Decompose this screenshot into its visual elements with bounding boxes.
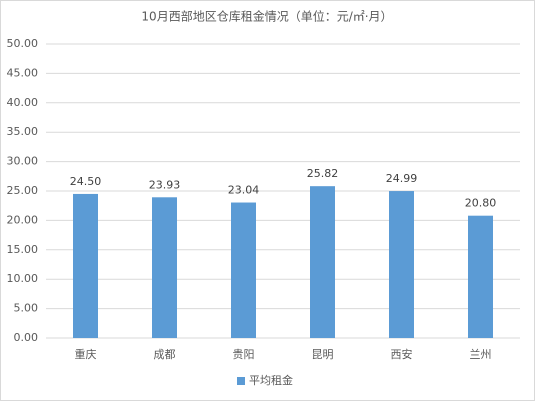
data-label: 23.93 [149, 178, 181, 191]
y-tick-label: 25.00 [7, 184, 39, 197]
bar [231, 202, 256, 338]
x-tick-label: 西安 [391, 347, 413, 361]
y-tick-label: 5.00 [14, 302, 39, 315]
bar [468, 215, 493, 338]
data-label: 23.04 [228, 184, 260, 197]
y-tick-label: 15.00 [7, 243, 39, 256]
x-tick-label: 贵阳 [233, 348, 255, 361]
y-tick-label: 10.00 [7, 272, 39, 285]
legend-label: 平均租金 [249, 373, 293, 387]
legend-swatch [237, 377, 245, 385]
data-label: 25.82 [307, 167, 339, 180]
bar [310, 186, 335, 338]
bar [73, 193, 98, 338]
x-tick-label: 昆明 [312, 348, 334, 361]
y-tick-label: 20.00 [7, 213, 39, 226]
x-tick-label: 成都 [154, 348, 176, 361]
y-tick-label: 30.00 [7, 155, 39, 168]
y-tick-label: 35.00 [7, 125, 39, 138]
y-tick-label: 50.00 [7, 37, 39, 50]
data-label: 24.99 [386, 172, 418, 185]
chart-title: 10月西部地区仓库租金情况（单位：元/㎡·月） [141, 9, 392, 24]
y-tick-label: 0.00 [14, 331, 39, 344]
bar [152, 197, 177, 338]
bar [389, 191, 414, 338]
y-tick-label: 40.00 [7, 96, 39, 109]
y-tick-label: 45.00 [7, 66, 39, 79]
x-tick-label: 重庆 [75, 347, 97, 361]
x-tick-label: 兰州 [470, 348, 492, 361]
data-label: 24.50 [70, 175, 102, 188]
data-label: 20.80 [465, 197, 497, 210]
